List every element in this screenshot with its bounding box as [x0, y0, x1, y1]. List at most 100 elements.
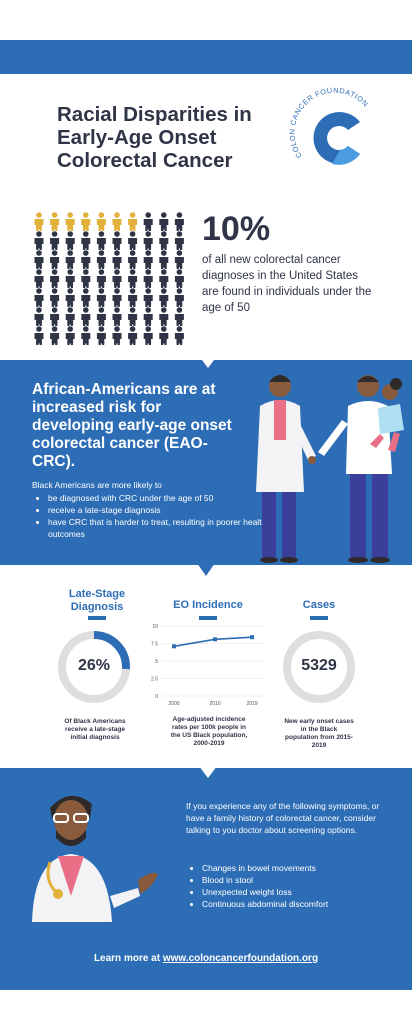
- incidence-heading: EO Incidence: [173, 599, 243, 611]
- person-icon: [143, 307, 153, 326]
- y-tick-label: 2.5: [151, 677, 158, 683]
- person-icon: [34, 231, 44, 250]
- person-icon: [128, 250, 138, 269]
- symptoms-intro: If you experience any of the following s…: [186, 801, 380, 835]
- top-banner: [0, 40, 412, 74]
- person-icon: [174, 212, 184, 231]
- people-pictogram: [34, 212, 184, 345]
- person-icon: [128, 288, 138, 307]
- list-item: have CRC that is harder to treat, result…: [48, 516, 288, 540]
- down-arrow-icon: [190, 754, 226, 778]
- person-icon: [112, 250, 122, 269]
- person-icon: [81, 326, 91, 345]
- person-icon: [174, 307, 184, 326]
- person-icon: [96, 269, 106, 288]
- person-icon: [112, 307, 122, 326]
- list-item: Continuous abdominal discomfort: [202, 898, 402, 910]
- person-icon: [34, 307, 44, 326]
- person-icon: [50, 326, 60, 345]
- list-item: Blood in stool: [202, 874, 402, 886]
- x-tick-label: 2019: [246, 701, 257, 707]
- person-icon: [50, 231, 60, 250]
- title-line-2: Early-Age Onset: [57, 126, 217, 149]
- symptoms-list: Changes in bowel movements Blood in stoo…: [186, 862, 402, 910]
- title-line-1: Racial Disparities in: [57, 103, 252, 126]
- person-icon: [159, 288, 169, 307]
- risk-heading: African-Americans are at increased risk …: [32, 381, 232, 470]
- y-tick-label: 10: [152, 624, 158, 630]
- learn-more-prefix: Learn more at: [93, 953, 163, 964]
- title-line-3: Colorectal Cancer: [57, 149, 233, 172]
- colon-cancer-foundation-logo: COLON CANCER FOUNDATION: [288, 86, 370, 165]
- list-item: Unexpected weight loss: [202, 886, 402, 898]
- person-icon: [96, 231, 106, 250]
- person-icon: [81, 212, 91, 231]
- doctor-illustration: [32, 795, 158, 922]
- person-icon: [174, 288, 184, 307]
- y-tick-label: 0: [155, 694, 158, 700]
- risk-list: be diagnosed with CRC under the age of 5…: [32, 492, 288, 540]
- data-point: [172, 644, 176, 649]
- person-icon: [128, 307, 138, 326]
- late-stage-heading: Late-Stage Diagnosis: [68, 588, 126, 613]
- risk-intro: Black Americans are more likely to: [32, 480, 162, 490]
- person-icon: [96, 326, 106, 345]
- person-icon: [34, 326, 44, 345]
- person-icon: [65, 231, 75, 250]
- page-title: Racial Disparities in Early-Age Onset Co…: [57, 103, 302, 172]
- person-icon: [143, 288, 153, 307]
- cases-caption: New early onset cases in the Black popul…: [284, 718, 354, 749]
- late-stage-value: 26%: [77, 657, 111, 674]
- person-icon: [143, 212, 153, 231]
- person-icon: [50, 212, 60, 231]
- person-icon: [112, 212, 122, 231]
- person-icon: [81, 250, 91, 269]
- person-icon: [174, 231, 184, 250]
- cases-heading: Cases: [302, 599, 336, 611]
- person-icon: [143, 231, 153, 250]
- person-icon: [34, 250, 44, 269]
- person-icon: [174, 269, 184, 288]
- stat-description: of all new colorectal cancer diagnoses i…: [202, 254, 372, 314]
- x-tick-label: 2010: [209, 701, 220, 707]
- late-stage-divider: [88, 616, 106, 620]
- incidence-caption: Age-adjusted incidence rates per 100k pe…: [170, 716, 248, 747]
- person-icon: [34, 212, 44, 231]
- y-tick-label: 7.5: [151, 642, 158, 648]
- person-icon: [50, 288, 60, 307]
- person-icon: [65, 288, 75, 307]
- cases-divider: [310, 616, 328, 620]
- person-icon: [112, 326, 122, 345]
- person-icon: [128, 326, 138, 345]
- risk-section: [0, 360, 412, 565]
- person-icon: [96, 288, 106, 307]
- person-icon: [65, 307, 75, 326]
- person-icon: [96, 307, 106, 326]
- person-icon: [159, 269, 169, 288]
- person-icon: [50, 307, 60, 326]
- person-icon: [65, 269, 75, 288]
- person-icon: [174, 326, 184, 345]
- person-icon: [159, 307, 169, 326]
- cases-value: 5329: [301, 657, 337, 674]
- person-icon: [174, 250, 184, 269]
- cases-ring: [283, 631, 355, 703]
- person-icon: [65, 250, 75, 269]
- person-icon: [112, 288, 122, 307]
- person-icon: [50, 269, 60, 288]
- person-icon: [159, 326, 169, 345]
- logo-c-accent: [332, 146, 360, 165]
- person-icon: [34, 288, 44, 307]
- person-icon: [143, 250, 153, 269]
- data-point: [213, 637, 217, 642]
- down-arrow-icon: [188, 550, 224, 576]
- late-stage-ring: [58, 631, 130, 703]
- person-icon: [112, 269, 122, 288]
- incidence-line-chart: 0 2.5 5 7.5 10 2000 2010 2019: [151, 624, 264, 707]
- list-item: receive a late-stage diagnosis: [48, 504, 288, 516]
- foundation-website-link[interactable]: www.coloncancerfoundation.org: [162, 953, 319, 964]
- y-tick-label: 5: [155, 659, 158, 665]
- list-item: Changes in bowel movements: [202, 862, 402, 874]
- person-icon: [128, 212, 138, 231]
- late-stage-ring-fill: [58, 631, 130, 703]
